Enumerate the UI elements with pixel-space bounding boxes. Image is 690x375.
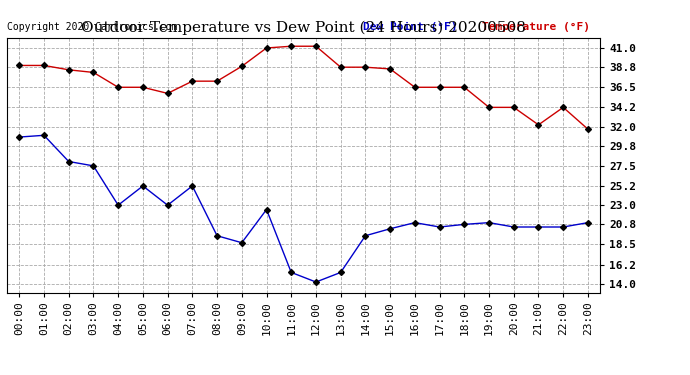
Text: Copyright 2020 Cartronics.com: Copyright 2020 Cartronics.com xyxy=(7,22,177,32)
Text: Dew Point (°F): Dew Point (°F) xyxy=(363,22,457,32)
Text: Temperature (°F): Temperature (°F) xyxy=(482,22,590,32)
Title: Outdoor Temperature vs Dew Point (24 Hours) 20200508: Outdoor Temperature vs Dew Point (24 Hou… xyxy=(81,21,526,35)
